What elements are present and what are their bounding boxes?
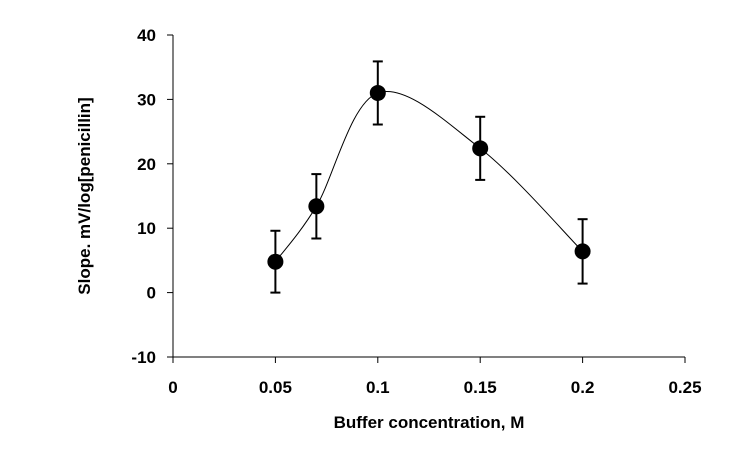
x-tick-label: 0.2	[571, 378, 595, 397]
series-line	[274, 91, 583, 262]
y-tick-label: -10	[131, 348, 156, 367]
data-point	[369, 84, 386, 101]
x-tick-label: 0	[168, 378, 177, 397]
x-tick-label: 0.1	[366, 378, 390, 397]
x-tick-label: 0.25	[668, 378, 701, 397]
data-point-layer	[267, 84, 591, 270]
y-tick-label: 0	[147, 284, 156, 303]
x-tick-label: 0.15	[464, 378, 497, 397]
y-tick-label: 10	[137, 219, 156, 238]
x-axis-title: Buffer concentration, M	[334, 413, 525, 432]
y-tick-label: 30	[137, 90, 156, 109]
fitted-curve-layer	[274, 91, 583, 262]
y-axis-title: Slope. mV/log[penicillin]	[75, 97, 94, 294]
tick-label-layer: -10 0 10 20 30 40 0 0.05 0.1 0.15 0.2 0.25	[131, 26, 701, 397]
data-point	[472, 140, 489, 157]
axes	[167, 34, 686, 363]
data-point	[267, 253, 284, 270]
y-tick-label: 20	[137, 155, 156, 174]
x-tick-label: 0.05	[259, 378, 292, 397]
y-tick-label: 40	[137, 26, 156, 45]
data-point	[574, 243, 591, 260]
error-bar-layer	[270, 60, 588, 294]
data-point	[308, 198, 325, 215]
